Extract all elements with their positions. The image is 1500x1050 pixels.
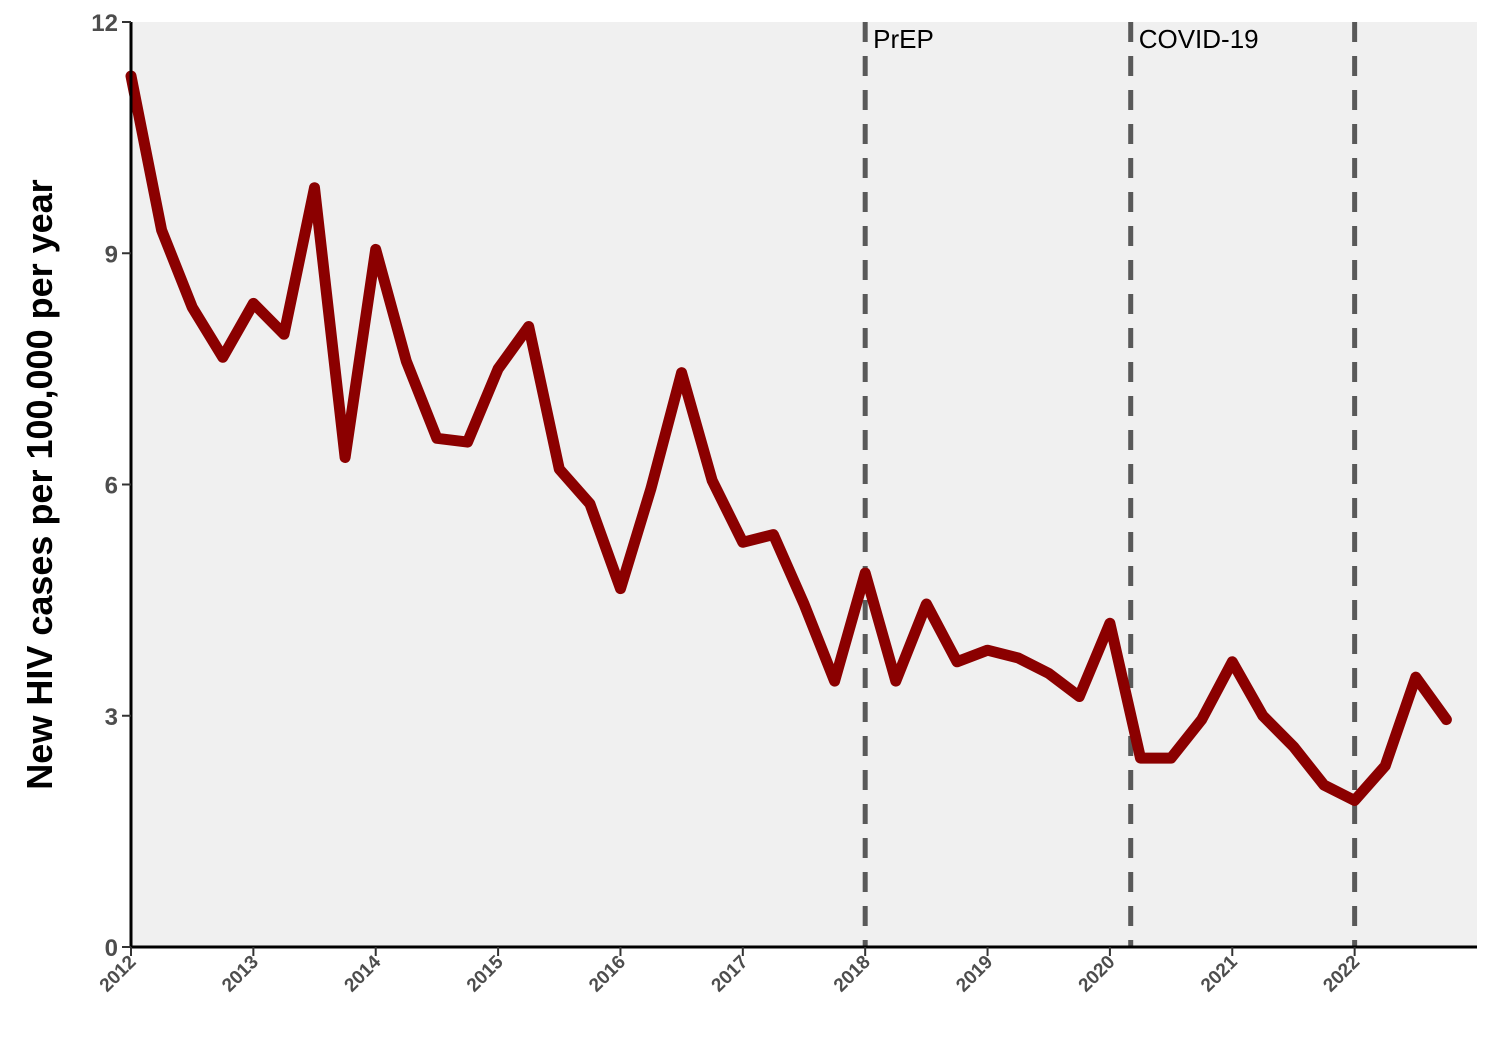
x-tick-label: 2017 <box>708 952 753 997</box>
x-tick-label: 2020 <box>1075 952 1120 997</box>
x-tick-label: 2018 <box>830 952 875 997</box>
y-tick-label: 12 <box>91 10 118 37</box>
x-tick-label: 2014 <box>341 951 386 996</box>
x-tick-label: 2019 <box>952 952 997 997</box>
x-tick-label: 2012 <box>96 952 141 997</box>
x-tick-label: 2022 <box>1319 952 1364 997</box>
reference-line-label: COVID-19 <box>1139 24 1259 54</box>
x-tick-label: 2016 <box>585 952 630 997</box>
plot-panel <box>131 22 1477 947</box>
y-tick-label: 9 <box>105 241 118 268</box>
y-axis-title: New HIV cases per 100,000 per year <box>19 179 60 789</box>
y-tick-label: 3 <box>105 704 118 731</box>
reference-line-labels: PrEP COVID-19 <box>873 24 1258 54</box>
y-axis-ticks: 0 3 6 9 12 <box>91 10 131 962</box>
y-tick-label: 0 <box>105 935 118 962</box>
x-tick-label: 2021 <box>1197 951 1242 996</box>
reference-line-label: PrEP <box>873 24 934 54</box>
y-tick-label: 6 <box>105 473 118 500</box>
x-tick-label: 2013 <box>218 952 263 997</box>
x-axis-ticks: 2012 2013 2014 2015 2016 2017 2018 2019 2020 2021… <box>96 947 1364 996</box>
series-line <box>125 70 1452 806</box>
x-tick-label: 2015 <box>463 951 508 996</box>
reference-lines <box>862 22 1358 947</box>
